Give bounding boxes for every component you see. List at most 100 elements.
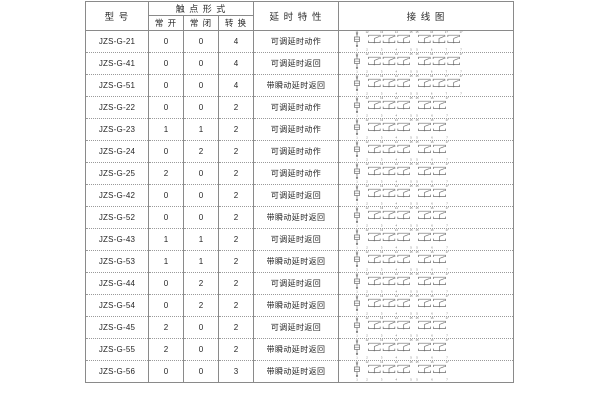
svg-text:15: 15 xyxy=(415,53,419,56)
svg-text:12: 12 xyxy=(365,229,369,232)
svg-text:4: 4 xyxy=(396,180,398,184)
cell-delay-characteristic: 带瞬动延时返回 xyxy=(253,250,339,273)
cell-wiring-diagram: 11 1 12 13 14 15 2 3 4 5 15 16 17 5 6 7 xyxy=(338,250,514,273)
svg-text:7: 7 xyxy=(446,290,448,294)
svg-text:15: 15 xyxy=(409,119,413,122)
svg-text:16: 16 xyxy=(430,229,434,232)
svg-text:5: 5 xyxy=(416,92,418,96)
svg-text:15: 15 xyxy=(415,75,419,78)
svg-text:13: 13 xyxy=(380,53,384,56)
svg-text:6: 6 xyxy=(431,70,433,74)
svg-text:7: 7 xyxy=(446,334,448,338)
svg-text:1: 1 xyxy=(356,268,358,272)
cell-delay-characteristic: 可调延时返回 xyxy=(253,52,339,75)
svg-text:15: 15 xyxy=(409,339,413,342)
cell-changeover: 2 xyxy=(218,96,254,119)
svg-text:14: 14 xyxy=(395,141,399,144)
svg-text:11: 11 xyxy=(356,339,359,342)
svg-text:17: 17 xyxy=(445,251,449,254)
svg-text:11: 11 xyxy=(356,75,359,78)
svg-text:17: 17 xyxy=(459,75,463,78)
svg-text:6: 6 xyxy=(431,356,433,360)
svg-text:7: 7 xyxy=(446,224,448,228)
svg-text:6: 6 xyxy=(431,334,433,338)
svg-text:5: 5 xyxy=(410,334,412,338)
svg-text:7: 7 xyxy=(446,312,448,316)
svg-text:17: 17 xyxy=(445,229,449,232)
svg-text:15: 15 xyxy=(409,317,413,320)
svg-text:12: 12 xyxy=(365,53,369,56)
svg-text:1: 1 xyxy=(356,334,358,338)
svg-text:12: 12 xyxy=(365,295,369,298)
cell-changeover: 3 xyxy=(218,360,254,383)
table-row: JZS-G-21 0 0 4 可调延时动作 11 1 12 13 14 15 2 3 4 5 xyxy=(85,30,514,53)
cell-model: JZS-G-45 xyxy=(85,316,149,339)
svg-text:15: 15 xyxy=(415,119,419,122)
cell-delay-characteristic: 可调延时动作 xyxy=(253,30,339,53)
svg-text:15: 15 xyxy=(409,295,413,298)
svg-text:2: 2 xyxy=(366,92,368,96)
svg-text:7: 7 xyxy=(446,70,448,74)
svg-text:6: 6 xyxy=(431,114,433,118)
svg-text:17: 17 xyxy=(445,163,449,166)
svg-text:1: 1 xyxy=(356,202,358,206)
svg-text:2: 2 xyxy=(366,136,368,140)
svg-text:3: 3 xyxy=(381,70,383,74)
table-row: JZS-G-25 2 0 2 可调延时动作 11 1 12 13 14 15 2 3 4 5 xyxy=(85,162,514,185)
svg-text:6: 6 xyxy=(431,246,433,250)
svg-text:5: 5 xyxy=(416,312,418,316)
cell-model: JZS-G-25 xyxy=(85,162,149,185)
cell-changeover: 2 xyxy=(218,162,254,185)
svg-text:2: 2 xyxy=(366,180,368,184)
svg-text:1: 1 xyxy=(356,246,358,250)
svg-text:7: 7 xyxy=(446,158,448,162)
svg-text:12: 12 xyxy=(365,339,369,342)
svg-text:17: 17 xyxy=(445,97,449,100)
cell-changeover: 4 xyxy=(218,52,254,75)
svg-text:3: 3 xyxy=(381,356,383,360)
svg-text:14: 14 xyxy=(395,31,399,34)
wiring-diagram-icon: 11 1 12 13 14 15 2 3 4 5 15 16 17 5 6 7 xyxy=(339,339,513,360)
svg-text:2: 2 xyxy=(366,48,368,52)
svg-text:6: 6 xyxy=(431,136,433,140)
svg-text:3: 3 xyxy=(381,158,383,162)
table-row: JZS-G-52 0 0 2 带瞬动延时返回 11 1 12 13 14 15 2 3 4 xyxy=(85,206,514,229)
svg-text:5: 5 xyxy=(410,356,412,360)
cell-normally-closed: 0 xyxy=(183,74,219,97)
cell-changeover: 2 xyxy=(218,206,254,229)
svg-text:5: 5 xyxy=(410,114,412,118)
svg-text:6: 6 xyxy=(431,268,433,272)
svg-text:2: 2 xyxy=(366,334,368,338)
wiring-diagram-icon: 11 1 12 13 14 15 2 3 4 5 15 16 17 5 6 7 xyxy=(339,361,513,382)
cell-model: JZS-G-42 xyxy=(85,184,149,207)
column-header-delay-characteristic: 延 时 特 性 xyxy=(253,1,339,31)
svg-text:6: 6 xyxy=(431,312,433,316)
svg-text:14: 14 xyxy=(395,229,399,232)
svg-text:11: 11 xyxy=(356,229,359,232)
svg-text:15: 15 xyxy=(409,75,413,78)
svg-text:2: 2 xyxy=(366,378,368,382)
svg-text:11: 11 xyxy=(356,251,359,254)
svg-text:3: 3 xyxy=(381,334,383,338)
wiring-diagram-icon: 11 1 12 13 14 15 2 3 4 5 15 16 17 5 6 7 xyxy=(339,295,513,316)
cell-normally-open: 2 xyxy=(148,338,184,361)
svg-text:12: 12 xyxy=(365,273,369,276)
svg-text:17: 17 xyxy=(459,31,463,34)
cell-normally-closed: 0 xyxy=(183,52,219,75)
svg-text:16: 16 xyxy=(430,163,434,166)
svg-text:14: 14 xyxy=(395,75,399,78)
svg-text:4: 4 xyxy=(396,290,398,294)
svg-text:14: 14 xyxy=(395,97,399,100)
svg-text:12: 12 xyxy=(365,141,369,144)
svg-text:15: 15 xyxy=(415,207,419,210)
cell-normally-closed: 1 xyxy=(183,228,219,251)
cell-normally-open: 1 xyxy=(148,228,184,251)
column-header-normally-open: 常 开 xyxy=(148,15,184,31)
wiring-diagram-icon: 11 1 12 13 14 15 2 3 4 5 15 16 17 5 6 7 xyxy=(339,207,513,228)
relay-specification-table: 型 号 触 点 形 式 延 时 特 性 接 线 图 常 开 常 闭 转 换 JZ… xyxy=(85,1,514,383)
svg-text:7: 7 xyxy=(446,48,448,52)
table-row: JZS-G-51 0 0 4 带瞬动延时返回 11 1 12 13 14 15 2 3 4 xyxy=(85,74,514,97)
svg-text:15: 15 xyxy=(415,163,419,166)
svg-text:3: 3 xyxy=(381,202,383,206)
svg-text:1: 1 xyxy=(356,136,358,140)
